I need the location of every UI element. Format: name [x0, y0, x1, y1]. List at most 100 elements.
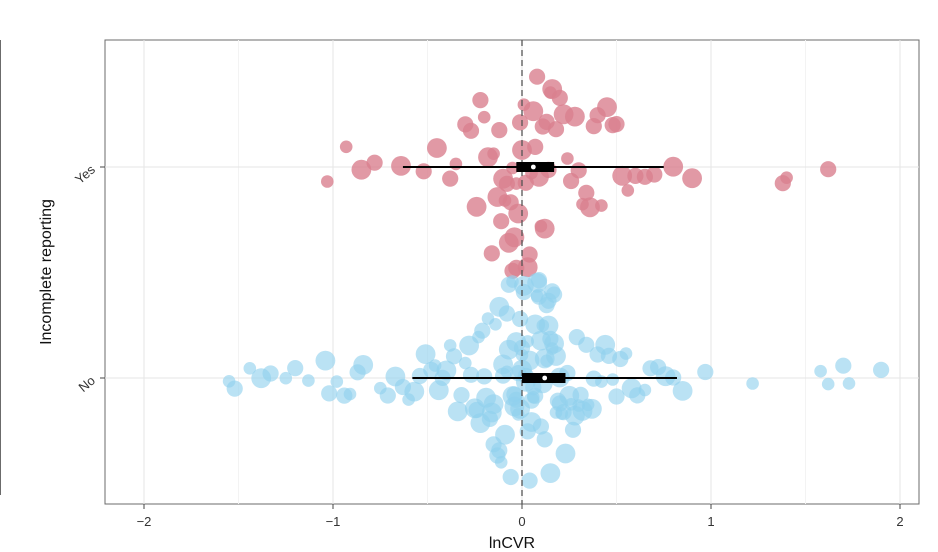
boxplot-median — [542, 375, 548, 381]
data-point — [540, 463, 561, 483]
data-point — [578, 336, 595, 353]
data-point — [243, 362, 257, 375]
data-point — [523, 101, 544, 122]
data-point — [551, 89, 568, 106]
data-point — [262, 365, 279, 382]
data-point — [580, 197, 600, 218]
data-point — [491, 122, 508, 139]
data-point — [532, 418, 550, 435]
data-point — [521, 335, 534, 348]
data-point — [466, 196, 487, 217]
data-point — [814, 364, 827, 378]
data-point — [612, 165, 633, 186]
data-point — [608, 116, 625, 133]
data-point — [538, 315, 559, 336]
data-point — [638, 383, 652, 397]
data-point — [564, 421, 582, 438]
data-point — [436, 360, 457, 381]
data-point — [442, 170, 459, 187]
data-point — [339, 140, 353, 154]
data-point — [780, 171, 793, 184]
boxplot-summaries — [402, 162, 677, 383]
x-tick-label: 2 — [896, 514, 903, 529]
data-point — [697, 363, 714, 381]
data-point — [343, 387, 357, 401]
data-point — [494, 456, 508, 469]
data-point — [570, 162, 587, 179]
data-point — [330, 375, 344, 388]
boxplot-median — [530, 164, 536, 170]
data-point — [547, 121, 565, 138]
data-point — [462, 122, 480, 139]
data-point — [404, 381, 425, 402]
data-point — [321, 385, 338, 402]
y-tick-label: Yes — [72, 161, 98, 186]
data-point — [561, 152, 574, 165]
data-point — [493, 213, 510, 230]
data-point — [621, 184, 635, 197]
data-point — [491, 442, 508, 459]
data-point — [483, 245, 500, 262]
data-point — [527, 138, 544, 155]
data-point — [495, 424, 515, 445]
data-point — [582, 398, 602, 419]
x-tick-label: −1 — [326, 514, 341, 529]
data-point — [483, 394, 504, 414]
data-point — [476, 368, 493, 385]
data-point — [498, 175, 515, 192]
x-tick-label: 1 — [707, 514, 714, 529]
data-point — [565, 106, 585, 127]
data-point — [519, 350, 540, 371]
data-point — [366, 154, 383, 171]
data-point — [302, 374, 315, 387]
data-point — [578, 184, 595, 201]
data-point — [597, 97, 617, 117]
page-edge — [0, 40, 1, 495]
x-tick-label: 0 — [518, 514, 525, 529]
data-point — [321, 175, 334, 188]
data-point — [608, 388, 625, 405]
y-tick-label: No — [76, 373, 98, 395]
y-axis-title: Incomplete reporting — [38, 199, 55, 345]
data-point — [511, 310, 529, 328]
data-point — [555, 443, 576, 464]
data-point — [663, 156, 684, 177]
data-point — [646, 166, 663, 183]
data-point — [546, 346, 566, 366]
data-point — [447, 401, 468, 422]
x-axis-title: lnCVR — [489, 535, 535, 552]
data-point — [459, 356, 472, 370]
data-point — [474, 322, 491, 339]
data-point — [498, 305, 515, 322]
data-point — [521, 472, 538, 489]
data-point — [606, 373, 619, 386]
data-point — [415, 163, 432, 180]
data-point — [500, 365, 514, 379]
data-point — [873, 361, 890, 378]
data-point — [487, 147, 500, 160]
data-point — [530, 272, 548, 289]
data-point — [287, 360, 304, 377]
data-point — [534, 218, 555, 239]
data-point — [226, 380, 243, 397]
data-point — [517, 257, 538, 278]
data-points — [222, 68, 890, 489]
data-point — [821, 377, 835, 391]
data-point — [521, 246, 538, 263]
data-point — [682, 168, 702, 189]
data-point — [445, 348, 463, 365]
data-point — [279, 371, 293, 385]
data-point — [489, 318, 502, 331]
data-point — [595, 199, 608, 212]
data-point — [672, 381, 693, 401]
data-point — [391, 156, 411, 176]
data-point — [449, 157, 463, 171]
data-point — [619, 347, 633, 360]
data-point — [820, 161, 837, 178]
axes: −2 −1 0 1 2 Yes No — [72, 161, 904, 529]
data-point — [508, 203, 529, 224]
data-point — [504, 227, 525, 248]
data-point — [427, 138, 447, 158]
data-point — [477, 110, 491, 124]
